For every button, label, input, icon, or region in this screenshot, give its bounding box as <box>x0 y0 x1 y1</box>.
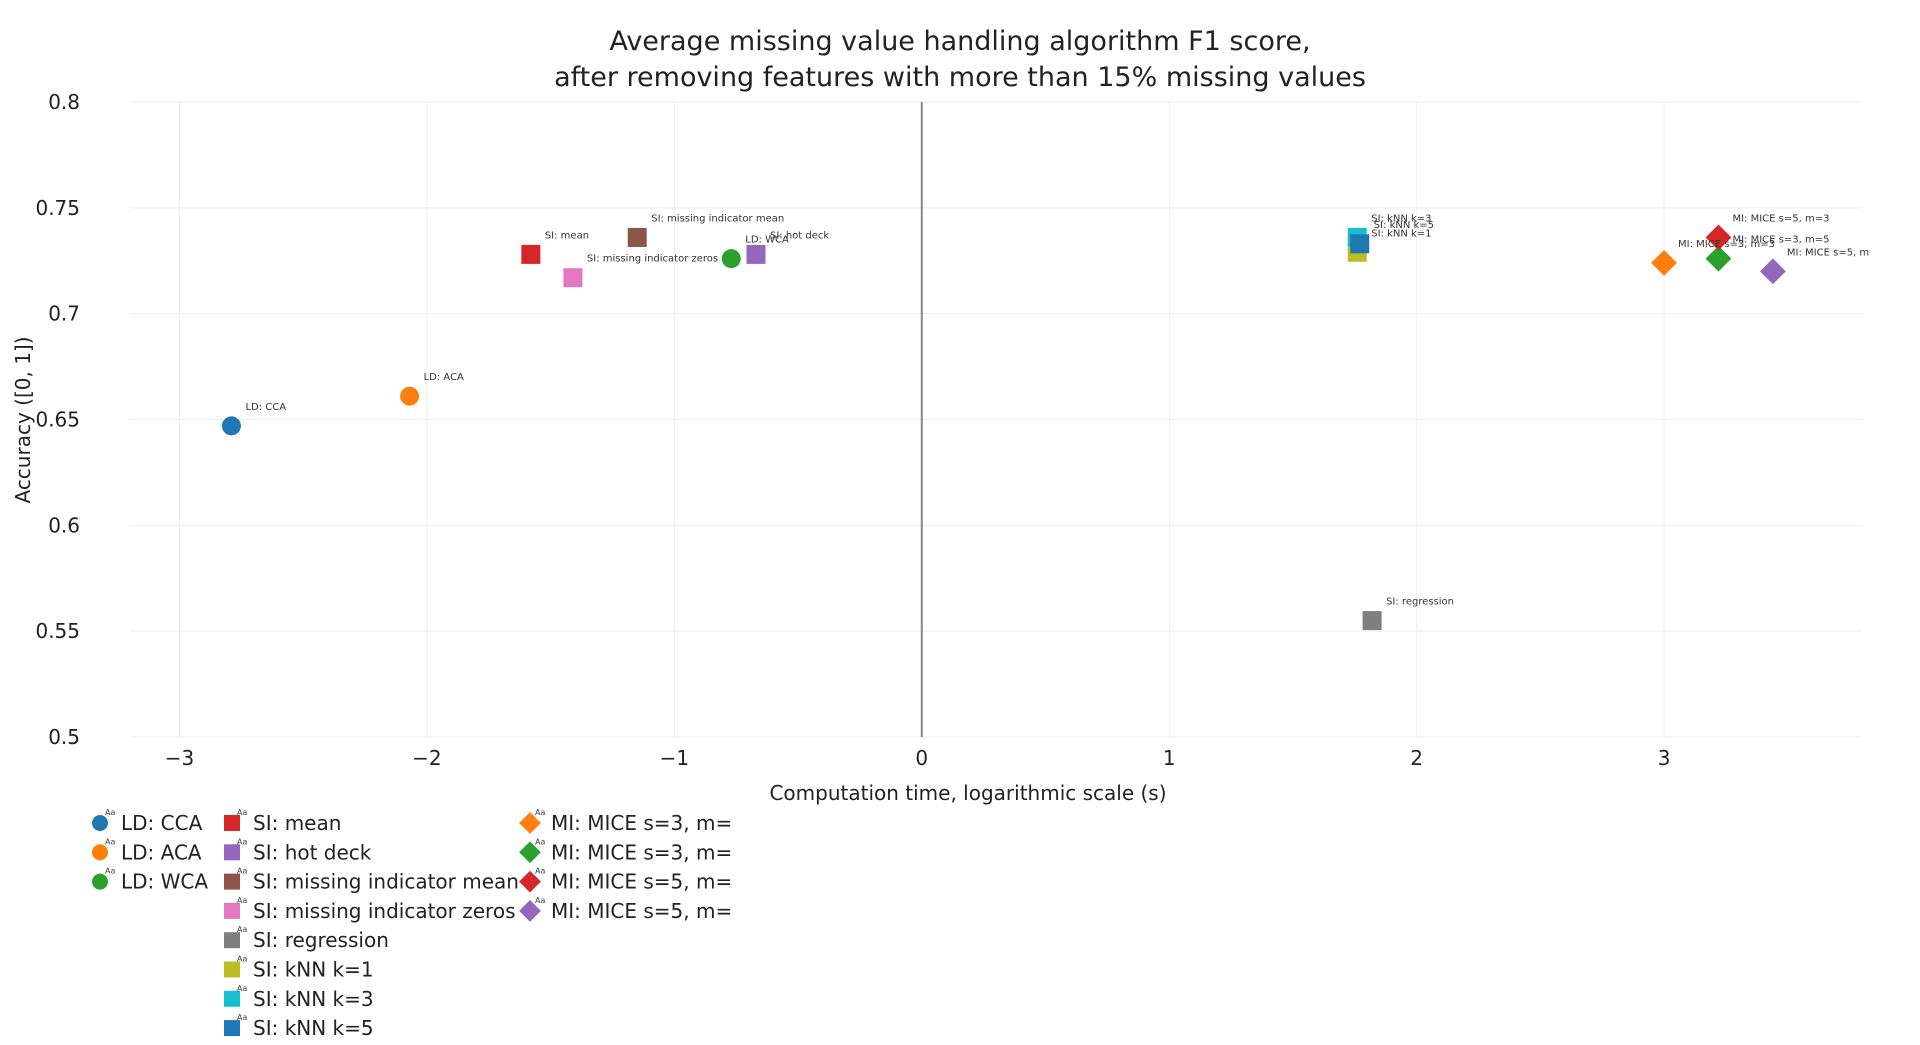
point-label: MI: MICE s=3, m=3 <box>1678 239 1775 250</box>
point-label: SI: regression <box>1386 597 1454 608</box>
legend-entry[interactable]: MI: MICE s=5, m= <box>551 870 732 894</box>
x-axis-title: Computation time, logarithmic scale (s) <box>769 781 1166 805</box>
point-label: MI: MICE s=5, m=3 <box>1732 213 1829 224</box>
y-tick-label: 0.6 <box>48 513 80 537</box>
legend-marker <box>519 900 541 922</box>
legend-marker <box>519 812 541 834</box>
x-tick-label: 1 <box>1163 746 1176 770</box>
legend-marker <box>224 844 240 861</box>
point-label: MI: MICE s=3, m=5 <box>1732 235 1829 246</box>
axis-ticks: −3 −2 −1 0 1 2 3 0.5 0.55 0.6 0.65 0.7 0.75 0.8 <box>35 90 1670 770</box>
point-label: LD: WCA <box>745 235 789 246</box>
legend-marker-text: Aa <box>535 837 545 846</box>
data-point <box>1760 258 1786 285</box>
legend-marker-text: Aa <box>237 837 247 846</box>
chart-title: Average missing value handling algorithm… <box>609 26 1310 57</box>
legend-marker <box>224 961 240 978</box>
legend-entry[interactable]: SI: kNN k=3 <box>253 987 374 1011</box>
data-point <box>400 386 420 406</box>
legend-marker-text: Aa <box>237 1013 247 1022</box>
data-points <box>221 224 1786 631</box>
legend-entry[interactable]: LD: CCA <box>121 811 203 835</box>
point-label: SI: mean <box>545 230 589 241</box>
y-axis-title: Accuracy ([0, 1]) <box>11 336 35 503</box>
point-labels: LD: CCA LD: ACA LD: WCA SI: mean SI: hot dec… <box>245 213 1869 607</box>
legend-marker-text: Aa <box>105 837 115 846</box>
legend-marker-text: Aa <box>237 955 247 964</box>
y-tick-label: 0.65 <box>35 408 80 432</box>
point-label: MI: MICE s=5, m <box>1787 247 1869 258</box>
legend-marker <box>224 1020 240 1037</box>
legend-marker-text: Aa <box>237 867 247 876</box>
legend-entry[interactable]: SI: mean <box>253 811 341 835</box>
legend-marker-text: Aa <box>237 896 247 905</box>
data-point <box>1350 234 1370 254</box>
legend-marker <box>224 990 240 1007</box>
legend-marker-text: Aa <box>105 867 115 876</box>
legend-entry[interactable]: MI: MICE s=3, m= <box>551 840 732 864</box>
legend-entry[interactable]: MI: MICE s=5, m= <box>551 899 732 923</box>
legend-entry[interactable]: SI: missing indicator zeros <box>253 899 516 923</box>
data-point <box>627 227 647 247</box>
y-tick-label: 0.7 <box>48 302 80 326</box>
legend-marker-text: Aa <box>237 808 247 817</box>
legend-marker <box>224 873 240 890</box>
x-tick-label: −1 <box>660 746 689 770</box>
legend-marker-text: Aa <box>105 808 115 817</box>
legend-entry[interactable]: SI: kNN k=5 <box>253 1016 374 1040</box>
legend-marker <box>92 815 108 831</box>
legend-entry[interactable]: SI: regression <box>253 928 389 952</box>
point-label: SI: missing indicator mean <box>651 213 784 224</box>
point-label: SI: kNN k=3 <box>1371 213 1431 224</box>
data-point <box>721 249 741 269</box>
chart-subtitle: after removing features with more than 1… <box>554 62 1366 93</box>
legend-marker <box>92 873 108 890</box>
legend-entry[interactable]: SI: kNN k=1 <box>253 958 374 982</box>
point-label: SI: missing indicator zeros <box>587 254 718 265</box>
x-tick-label: 2 <box>1410 746 1423 770</box>
point-label: LD: CCA <box>245 402 286 413</box>
legend-marker <box>519 841 541 864</box>
x-tick-label: 3 <box>1658 746 1671 770</box>
legend-entry[interactable]: SI: missing indicator mean <box>253 870 519 894</box>
point-label: SI: hot deck <box>770 230 829 241</box>
legend-marker-text: Aa <box>237 925 247 934</box>
x-tick-label: −2 <box>412 746 441 770</box>
legend-marker-text: Aa <box>535 896 545 905</box>
legend-entry[interactable]: LD: WCA <box>121 870 208 894</box>
x-tick-label: 0 <box>915 746 928 770</box>
legend-marker-text: Aa <box>237 984 247 993</box>
legend-marker <box>519 870 541 893</box>
y-tick-label: 0.8 <box>48 90 80 114</box>
data-point <box>1705 245 1732 272</box>
legend: Aa LD: CCA Aa LD: ACA Aa LD: WCA Aa SI: mean Aa S… <box>92 808 732 1040</box>
legend-entry[interactable]: MI: MICE s=3, m= <box>551 811 732 835</box>
data-point <box>746 244 766 264</box>
x-tick-label: −3 <box>165 746 194 770</box>
point-label: SI: kNN k=5 <box>1374 220 1434 231</box>
legend-entry[interactable]: SI: hot deck <box>253 840 372 864</box>
data-point <box>1362 611 1382 631</box>
legend-marker <box>92 844 108 861</box>
legend-marker-text: Aa <box>535 867 545 876</box>
legend-marker <box>224 815 240 831</box>
y-tick-label: 0.55 <box>35 619 80 643</box>
data-point <box>1651 249 1677 276</box>
data-point <box>563 268 583 288</box>
point-label: LD: ACA <box>424 372 464 383</box>
legend-marker <box>224 932 240 949</box>
legend-marker <box>224 902 240 919</box>
legend-entry[interactable]: LD: ACA <box>121 840 202 864</box>
y-tick-label: 0.75 <box>35 196 80 220</box>
data-point <box>1705 224 1732 251</box>
data-point <box>521 244 541 264</box>
data-point <box>221 416 241 436</box>
point-label: SI: kNN k=1 <box>1371 228 1431 239</box>
legend-marker-text: Aa <box>535 808 545 817</box>
y-tick-label: 0.5 <box>48 725 80 749</box>
grid-lines <box>130 101 1862 738</box>
